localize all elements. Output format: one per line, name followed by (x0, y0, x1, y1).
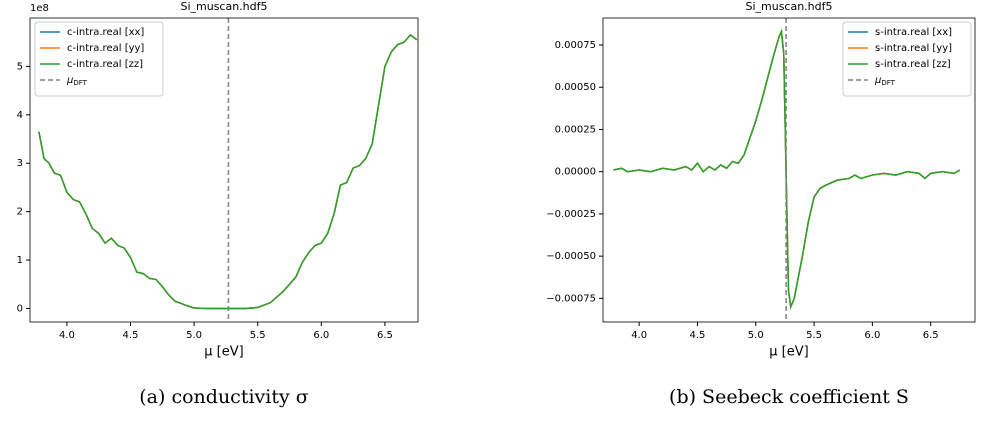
legend-label: c-intra.real [yy] (67, 43, 144, 54)
chart-title: Si_muscan.hdf5 (745, 0, 832, 13)
x-tick-label: 6.0 (313, 330, 329, 341)
y-tick-label: −0.00025 (546, 209, 596, 220)
offset-text: 1e8 (30, 3, 49, 14)
y-tick-label: 3 (17, 158, 23, 169)
legend-box (842, 21, 972, 97)
axes-frame (29, 17, 419, 323)
y-tick-label: 4 (17, 110, 23, 121)
x-tick-label: 6.0 (864, 330, 880, 341)
x-tick-label: 5.0 (748, 330, 764, 341)
y-tick-label: 0.00000 (555, 167, 596, 178)
x-tick-label: 6.5 (377, 330, 393, 341)
y-tick-label: 1 (17, 255, 23, 266)
legend-label: s-intra.real [zz] (875, 59, 951, 70)
x-tick-label: 5.0 (186, 330, 202, 341)
legend-label: μDFT (874, 75, 896, 87)
x-tick-label: 4.0 (631, 330, 647, 341)
x-tick-label: 5.5 (806, 330, 822, 341)
legend-label-sub: DFT (881, 79, 895, 87)
data-line (613, 28, 961, 310)
x-tick-label: 4.0 (59, 330, 75, 341)
x-tick-label: 4.5 (690, 330, 706, 341)
caption: (a) conductivity σ (139, 386, 308, 408)
x-axis-label: μ [eV] (769, 345, 808, 360)
y-tick-label: 0.00050 (555, 82, 596, 93)
legend-label: c-intra.real [xx] (67, 27, 144, 38)
y-tick-label: 5 (17, 61, 23, 72)
caption: (b) Seebeck coefficient S (669, 386, 909, 408)
x-axis-label: μ [eV] (204, 345, 243, 360)
y-tick-label: 0.00025 (555, 124, 596, 135)
legend-label: s-intra.real [yy] (875, 43, 952, 54)
y-tick-label: 0 (17, 303, 23, 314)
chart-title: Si_muscan.hdf5 (180, 0, 267, 13)
y-tick-label: −0.00075 (546, 293, 596, 304)
legend-label-sub: DFT (73, 79, 87, 87)
legend-label: c-intra.real [zz] (67, 59, 143, 70)
x-tick-label: 4.5 (123, 330, 139, 341)
y-tick-label: 0.00075 (555, 40, 596, 51)
x-tick-label: 5.5 (250, 330, 266, 341)
y-tick-label: 2 (17, 207, 23, 218)
data-line (38, 33, 418, 310)
legend-label-main: μ (874, 75, 881, 86)
y-tick-label: −0.00050 (546, 251, 596, 262)
x-tick-label: 6.5 (923, 330, 939, 341)
legend-label: s-intra.real [xx] (875, 27, 952, 38)
axes-frame (602, 17, 976, 323)
legend-label: μDFT (66, 75, 88, 87)
legend-box (34, 21, 164, 97)
legend-label-main: μ (66, 75, 73, 86)
